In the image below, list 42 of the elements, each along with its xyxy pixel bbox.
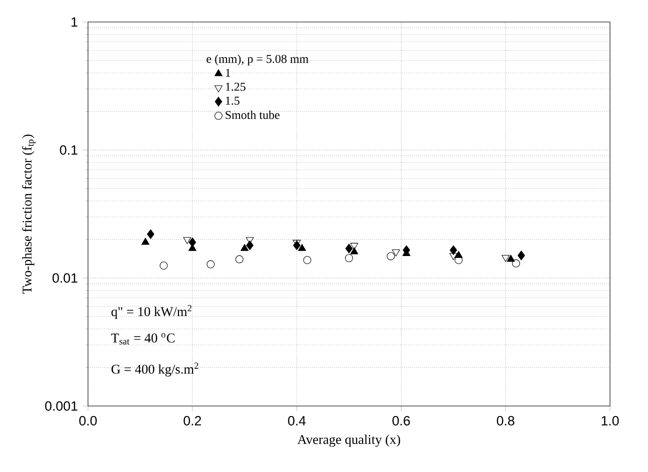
x-tick-label: 0.0 — [79, 416, 97, 426]
point — [160, 262, 168, 270]
x-tick-label: 0.4 — [288, 416, 306, 426]
point — [449, 253, 458, 260]
point — [246, 240, 254, 250]
legend-label: Smoth tube — [226, 110, 280, 120]
y-tick-label: 1 — [72, 17, 78, 27]
x-axis-title: Average quality (x) — [297, 434, 400, 447]
point — [183, 237, 192, 244]
annotation: q" = 10 kW/m$^{2}$ — [111, 305, 192, 319]
point — [450, 245, 458, 255]
annotation: T$_{sat}$ = 40 $^{o}$C — [111, 333, 175, 344]
point — [345, 244, 353, 254]
x-tick-label: 1.0 — [602, 416, 619, 426]
annotation: G = 400 kg/s.m$^{2}$ — [112, 362, 198, 376]
point — [188, 238, 196, 248]
point — [298, 244, 306, 251]
y-tick-label: 0.01 — [52, 273, 78, 283]
point — [293, 240, 300, 250]
point — [350, 247, 358, 254]
y-tick-label: 0.1 — [60, 145, 78, 155]
x-tick-label: 0.2 — [184, 416, 202, 426]
point — [235, 255, 244, 264]
legend-label: 1 — [226, 68, 230, 77]
point — [303, 256, 312, 264]
x-tick-label: 0.8 — [496, 416, 514, 426]
x-tick-label: 0.6 — [392, 416, 410, 426]
point — [240, 244, 249, 251]
point — [518, 250, 525, 260]
y-tick-label: 0.001 — [45, 401, 78, 411]
point — [502, 254, 510, 262]
legend-label: 1.5 — [226, 96, 240, 105]
point — [206, 260, 215, 268]
point — [350, 242, 358, 250]
y-axis-title: Two-phase friction factor (f$_{tp}$) — [22, 134, 36, 294]
point — [512, 259, 520, 268]
point — [146, 229, 154, 239]
point — [141, 238, 150, 245]
legend-title: e (mm), p = 5.08 mm — [206, 54, 308, 66]
legend-label: 1.25 — [226, 82, 246, 91]
point — [345, 254, 354, 262]
point — [506, 254, 515, 262]
